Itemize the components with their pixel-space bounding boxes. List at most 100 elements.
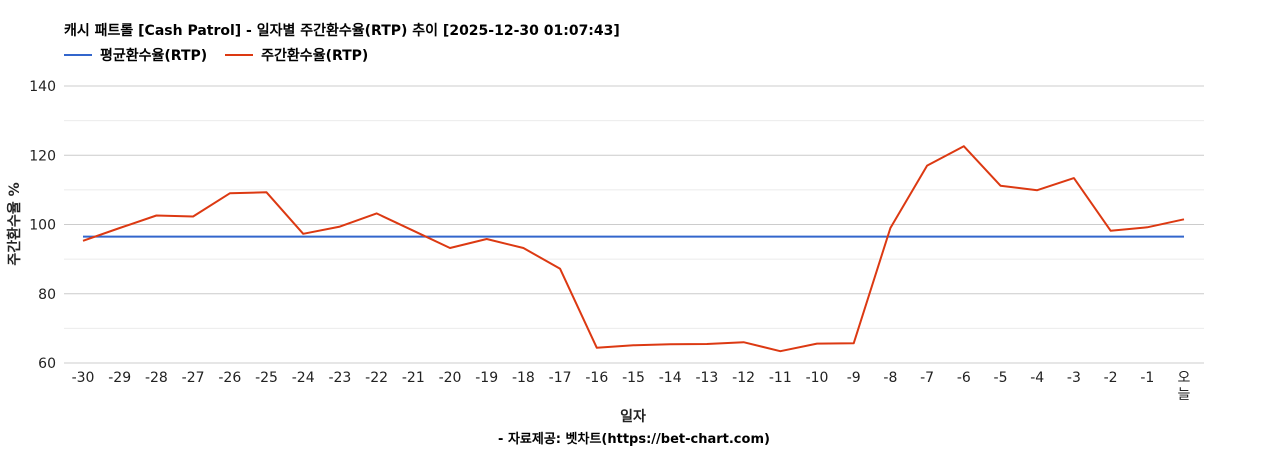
x-tick-label: -4 xyxy=(1030,370,1044,386)
data-point-weekly[interactable] xyxy=(80,238,86,244)
data-point-weekly[interactable] xyxy=(117,225,123,231)
data-point-average[interactable] xyxy=(1034,234,1040,240)
data-point-average[interactable] xyxy=(594,234,600,240)
data-point-weekly[interactable] xyxy=(1181,216,1187,222)
data-point-average[interactable] xyxy=(190,234,196,240)
x-tick-label: -13 xyxy=(695,370,718,386)
x-tick-label: -20 xyxy=(439,370,462,386)
chart-title: 캐시 패트롤 [Cash Patrol] - 일자별 주간환수율(RTP) 추이… xyxy=(64,23,620,39)
x-tick-label: -8 xyxy=(883,370,897,386)
data-point-weekly[interactable] xyxy=(777,348,783,354)
data-point-weekly[interactable] xyxy=(667,341,673,347)
data-point-average[interactable] xyxy=(631,234,637,240)
data-point-average[interactable] xyxy=(374,234,380,240)
data-point-weekly[interactable] xyxy=(887,225,893,231)
x-axis-title: 일자 xyxy=(620,409,646,425)
x-tick-label: -16 xyxy=(585,370,608,386)
data-point-average[interactable] xyxy=(264,234,270,240)
data-point-average[interactable] xyxy=(557,234,563,240)
data-point-average[interactable] xyxy=(704,234,710,240)
data-point-weekly[interactable] xyxy=(447,245,453,251)
data-point-weekly[interactable] xyxy=(410,228,416,234)
data-point-weekly[interactable] xyxy=(924,163,930,169)
y-axis: 60 80 100 120 140 xyxy=(29,79,56,372)
data-point-weekly[interactable] xyxy=(300,231,306,237)
data-point-weekly[interactable] xyxy=(998,183,1004,189)
data-point-average[interactable] xyxy=(1181,234,1187,240)
grid-layer xyxy=(64,85,1204,364)
x-tick-label: -9 xyxy=(847,370,861,386)
x-tick-label: -19 xyxy=(475,370,498,386)
x-tick-label: -17 xyxy=(549,370,572,386)
legend-label-average: 평균환수율(RTP) xyxy=(100,48,208,64)
data-point-average[interactable] xyxy=(741,234,747,240)
data-point-average[interactable] xyxy=(961,234,967,240)
data-point-average[interactable] xyxy=(924,234,930,240)
y-axis-title: 주간환수율 % xyxy=(6,182,23,265)
legend-item-average[interactable]: 평균환수율(RTP) xyxy=(64,45,207,65)
data-point-average[interactable] xyxy=(998,234,1004,240)
data-point-weekly[interactable] xyxy=(814,341,820,347)
y-tick-label: 80 xyxy=(38,287,56,303)
x-tick-label: -14 xyxy=(659,370,682,386)
x-tick-label: -5 xyxy=(994,370,1008,386)
data-point-average[interactable] xyxy=(667,234,673,240)
data-point-average[interactable] xyxy=(153,234,159,240)
y-tick-label: 120 xyxy=(29,148,56,164)
x-tick-label: -3 xyxy=(1067,370,1081,386)
data-point-average[interactable] xyxy=(1144,234,1150,240)
legend-swatch-weekly xyxy=(225,54,254,56)
x-tick-label: -7 xyxy=(920,370,934,386)
data-point-weekly[interactable] xyxy=(741,339,747,345)
legend-item-weekly[interactable]: 주간환수율(RTP) xyxy=(225,45,368,65)
data-point-weekly[interactable] xyxy=(631,342,637,348)
data-point-weekly[interactable] xyxy=(1108,228,1114,234)
data-point-weekly[interactable] xyxy=(264,189,270,195)
series-layer xyxy=(80,143,1187,354)
x-tick-label: -11 xyxy=(769,370,792,386)
data-point-weekly[interactable] xyxy=(1144,224,1150,230)
x-tick-label: -15 xyxy=(622,370,645,386)
data-point-average[interactable] xyxy=(1071,234,1077,240)
series-line-weekly[interactable] xyxy=(82,145,1185,353)
x-tick-label: -27 xyxy=(182,370,205,386)
data-point-weekly[interactable] xyxy=(374,210,380,216)
legend: 평균환수율(RTP) 주간환수율(RTP) xyxy=(64,45,386,65)
y-tick-label: 60 xyxy=(38,356,56,372)
data-point-average[interactable] xyxy=(227,234,233,240)
x-tick-label: -23 xyxy=(328,370,351,386)
data-point-average[interactable] xyxy=(117,234,123,240)
source-note: - 자료제공: 벳차트(https://bet-chart.com) xyxy=(498,432,770,447)
data-point-average[interactable] xyxy=(851,234,857,240)
data-point-weekly[interactable] xyxy=(1034,187,1040,193)
data-point-average[interactable] xyxy=(520,234,526,240)
x-tick-label: -22 xyxy=(365,370,388,386)
data-point-weekly[interactable] xyxy=(1071,175,1077,181)
data-point-weekly[interactable] xyxy=(851,340,857,346)
data-point-weekly[interactable] xyxy=(704,341,710,347)
data-point-average[interactable] xyxy=(410,234,416,240)
x-axis: -30 -29 -28 -27 -26 -25 -24 -23 -22 -21 -20 -19 -18-… xyxy=(72,370,1191,403)
x-tick-label: -1 xyxy=(1140,370,1154,386)
x-tick-label: -12 xyxy=(732,370,755,386)
data-point-weekly[interactable] xyxy=(227,190,233,196)
x-tick-label: -6 xyxy=(957,370,971,386)
data-point-weekly[interactable] xyxy=(190,214,196,220)
data-point-weekly[interactable] xyxy=(337,224,343,230)
data-point-average[interactable] xyxy=(777,234,783,240)
x-tick-label: -30 xyxy=(72,370,95,386)
x-tick-label: -10 xyxy=(806,370,829,386)
legend-swatch-average xyxy=(64,54,92,56)
data-point-weekly[interactable] xyxy=(961,143,967,149)
data-point-weekly[interactable] xyxy=(153,212,159,218)
data-point-weekly[interactable] xyxy=(594,345,600,351)
data-point-average[interactable] xyxy=(337,234,343,240)
data-point-weekly[interactable] xyxy=(520,245,526,251)
data-point-average[interactable] xyxy=(447,234,453,240)
data-point-average[interactable] xyxy=(1108,234,1114,240)
data-point-average[interactable] xyxy=(814,234,820,240)
y-tick-label: 100 xyxy=(29,218,56,234)
data-point-weekly[interactable] xyxy=(484,236,490,242)
data-point-weekly[interactable] xyxy=(557,266,563,272)
